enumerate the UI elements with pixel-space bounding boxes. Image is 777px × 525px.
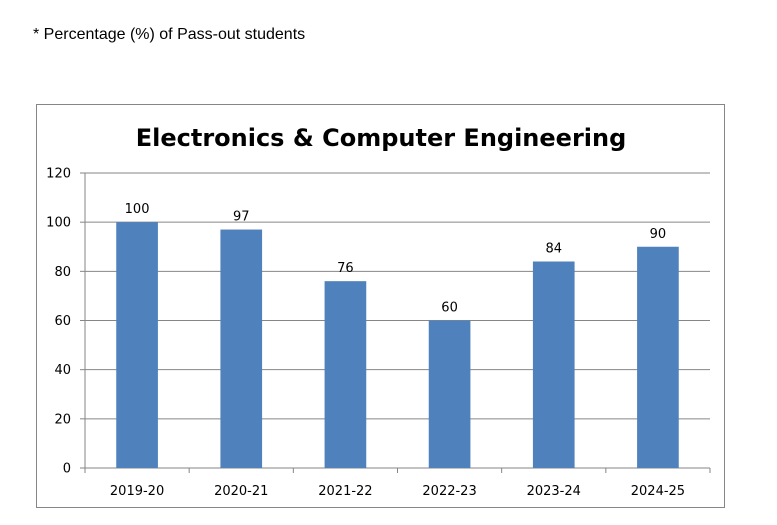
- y-tick-label: 100: [46, 216, 71, 231]
- y-tick-label: 60: [54, 314, 71, 329]
- chart-title: Electronics & Computer Engineering: [136, 124, 627, 152]
- bar-2019-20: [116, 222, 158, 468]
- data-label-2021-22: 76: [337, 261, 354, 276]
- y-tick-label: 0: [63, 462, 71, 477]
- x-tick-label-2023-24: 2023-24: [527, 484, 581, 499]
- bar-2023-24: [532, 261, 575, 468]
- x-tick-label-2019-20: 2019-20: [110, 484, 164, 499]
- gridlines: [85, 172, 710, 420]
- x-tick-label-2024-25: 2024-25: [631, 484, 685, 499]
- bar-2021-22: [324, 281, 367, 468]
- x-axis-ticks: 2019-20 2020-21 2021-22 2022-23 2023-24 2024-…: [84, 468, 711, 499]
- data-label-2019-20: 100: [125, 202, 150, 217]
- y-tick-label: 80: [54, 265, 71, 280]
- data-label-2024-25: 90: [650, 227, 667, 242]
- y-tick-label: 120: [46, 167, 71, 182]
- y-axis-ticks: 0 20 40 60 80 100 120: [46, 167, 85, 477]
- chart-caption: * Percentage (%) of Pass-out students: [33, 26, 306, 43]
- x-tick-label-2020-21: 2020-21: [214, 484, 268, 499]
- bars: [116, 222, 679, 468]
- data-label-2022-23: 60: [441, 301, 458, 316]
- x-tick-label-2022-23: 2022-23: [422, 484, 476, 499]
- bar-2022-23: [428, 320, 471, 468]
- data-labels: 100 97 76 60 84 90: [125, 202, 667, 315]
- bar-2020-21: [220, 229, 263, 468]
- y-tick-label: 20: [54, 412, 71, 427]
- data-label-2023-24: 84: [545, 242, 562, 257]
- data-label-2020-21: 97: [233, 210, 250, 225]
- x-tick-label-2021-22: 2021-22: [318, 484, 372, 499]
- bar-2024-25: [637, 246, 679, 468]
- y-tick-label: 40: [54, 363, 71, 378]
